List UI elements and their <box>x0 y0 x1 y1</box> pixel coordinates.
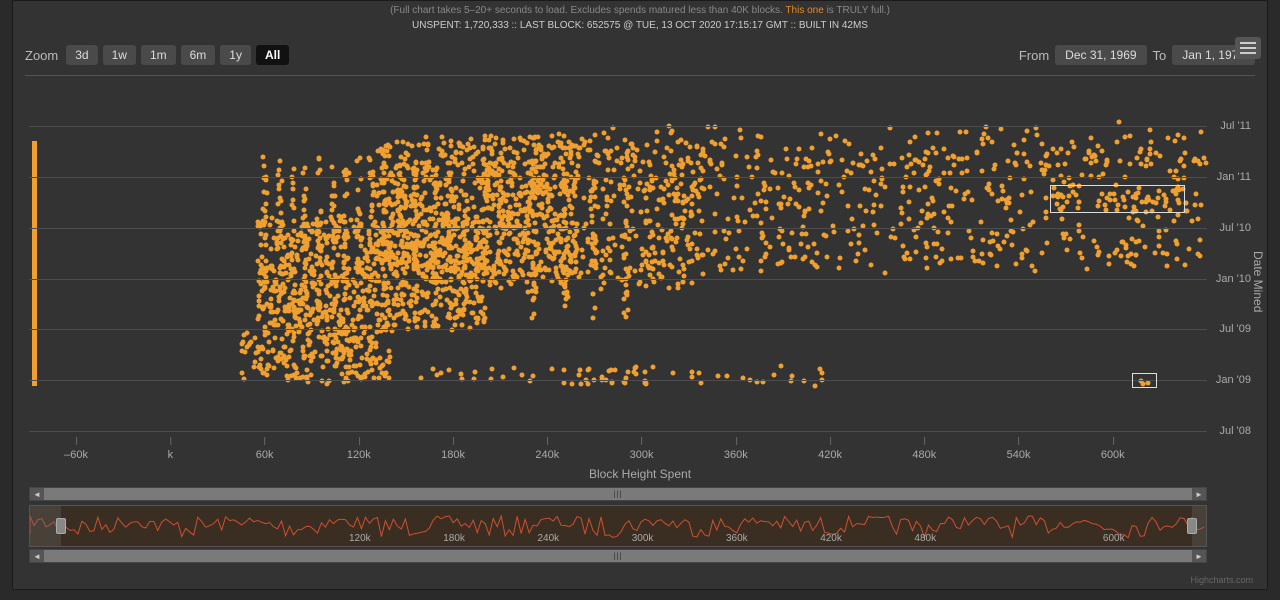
scrollbar-left-icon[interactable]: ◄ <box>30 488 44 500</box>
note-line: (Full chart takes 5–20+ seconds to load.… <box>13 1 1267 16</box>
navigator-tick: 480k <box>914 533 936 544</box>
x-tick-label: 420k <box>818 449 842 461</box>
x-tick-label: 360k <box>724 449 748 461</box>
navigator-tick: 300k <box>632 533 654 544</box>
navigator-tick: 240k <box>537 533 559 544</box>
gridline <box>29 126 1207 127</box>
x-tick-label: 540k <box>1007 449 1031 461</box>
y-tick-label: Jan '11 <box>1217 171 1251 183</box>
zoom-1m-button[interactable]: 1m <box>141 45 176 65</box>
y-tick-label: Jul '11 <box>1220 120 1251 132</box>
x-tick-label: 600k <box>1101 449 1125 461</box>
highlight-box <box>1132 373 1157 388</box>
x-tick-label: –60k <box>64 449 88 461</box>
to-label: To <box>1153 48 1167 63</box>
navigator-tick: 120k <box>349 533 371 544</box>
zoom-1w-button[interactable]: 1w <box>103 45 136 65</box>
scatter-layer <box>29 101 1207 431</box>
from-label: From <box>1019 48 1049 63</box>
zoom-label: Zoom <box>25 48 58 63</box>
note-prefix: (Full chart takes 5–20+ seconds to load.… <box>390 5 783 16</box>
zoom-all-button[interactable]: All <box>256 45 289 65</box>
note-suffix: is TRULY full.) <box>827 5 890 16</box>
navigator-tick: 600k <box>1103 533 1125 544</box>
gridline <box>29 380 1207 381</box>
zoom-3d-button[interactable]: 3d <box>66 45 97 65</box>
y-tick-label: Jan '09 <box>1216 374 1251 386</box>
scrollbar-right-icon[interactable]: ► <box>1192 550 1206 562</box>
chart-scrollbar[interactable]: ◄ ||| ► <box>29 487 1207 501</box>
x-tick-label: 300k <box>630 449 654 461</box>
navigator-scrollbar[interactable]: ◄ ||| ► <box>29 549 1207 563</box>
navigator-tick: 180k <box>443 533 465 544</box>
x-tick-label: 240k <box>535 449 559 461</box>
x-tick-label: 180k <box>441 449 465 461</box>
zoom-6m-button[interactable]: 6m <box>181 45 216 65</box>
y-tick-label: Jul '10 <box>1220 222 1251 234</box>
gridline <box>29 329 1207 330</box>
y-axis-title: Date Mined <box>1251 251 1265 312</box>
navigator[interactable]: 120k 180k 240k 300k 360k 420k 480k 600k <box>29 505 1207 547</box>
chart-menu-button[interactable] <box>1235 37 1261 59</box>
toolbar-divider <box>25 75 1255 76</box>
note-link[interactable]: This one <box>785 5 823 16</box>
scatter-plot[interactable]: –60kk60k120k180k240k300k360k420k480k540k… <box>29 101 1207 431</box>
from-date-input[interactable]: Dec 31, 1969 <box>1055 45 1146 65</box>
zoom-1y-button[interactable]: 1y <box>220 45 251 65</box>
navigator-tick: 360k <box>726 533 748 544</box>
status-line: UNSPENT: 1,720,333 :: LAST BLOCK: 652575… <box>13 16 1267 41</box>
highlight-box <box>1050 185 1185 213</box>
y-tick-label: Jan '10 <box>1216 273 1251 285</box>
x-tick-label: 480k <box>912 449 936 461</box>
gridline <box>29 228 1207 229</box>
toolbar: Zoom 3d1w1m6m1yAll From Dec 31, 1969 To … <box>13 41 1267 69</box>
y-tick-label: Jul '08 <box>1220 425 1251 437</box>
x-tick-label: 60k <box>256 449 274 461</box>
scrollbar-right-icon[interactable]: ► <box>1192 488 1206 500</box>
gridline <box>29 177 1207 178</box>
credits[interactable]: Highcharts.com <box>1190 575 1253 585</box>
y-tick-label: Jul '09 <box>1220 323 1251 335</box>
navigator-handle[interactable] <box>56 518 66 534</box>
navigator-handle[interactable] <box>1187 518 1197 534</box>
gridline <box>29 431 1207 432</box>
chart-container: (Full chart takes 5–20+ seconds to load.… <box>12 0 1268 590</box>
navigator-tick: 420k <box>820 533 842 544</box>
x-axis-title: Block Height Spent <box>13 467 1267 481</box>
x-tick-label: k <box>168 449 174 461</box>
scrollbar-left-icon[interactable]: ◄ <box>30 550 44 562</box>
x-tick-label: 120k <box>347 449 371 461</box>
gridline <box>29 279 1207 280</box>
